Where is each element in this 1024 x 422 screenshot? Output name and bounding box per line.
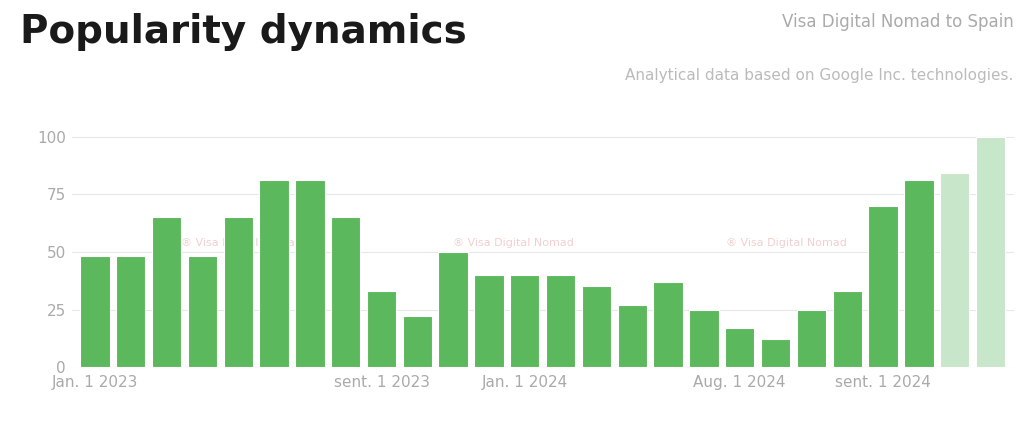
Bar xyxy=(223,217,253,367)
Bar xyxy=(546,275,575,367)
Bar xyxy=(152,217,181,367)
Bar xyxy=(582,287,611,367)
Bar xyxy=(761,339,791,367)
Bar xyxy=(940,173,970,367)
Bar xyxy=(259,181,289,367)
Text: Analytical data based on Google Inc. technologies.: Analytical data based on Google Inc. tec… xyxy=(626,68,1014,83)
Text: ® Visa Digital Nomad: ® Visa Digital Nomad xyxy=(180,238,301,248)
Bar xyxy=(116,257,145,367)
Bar xyxy=(833,291,862,367)
Bar xyxy=(510,275,540,367)
Bar xyxy=(689,309,719,367)
Bar xyxy=(725,328,755,367)
Bar xyxy=(402,316,432,367)
Bar xyxy=(187,257,217,367)
Text: Popularity dynamics: Popularity dynamics xyxy=(20,13,467,51)
Bar xyxy=(976,137,1006,367)
Bar xyxy=(797,309,826,367)
Text: ® Visa Digital Nomad: ® Visa Digital Nomad xyxy=(453,238,574,248)
Bar xyxy=(80,257,110,367)
Bar xyxy=(295,181,325,367)
Bar xyxy=(474,275,504,367)
Bar xyxy=(367,291,396,367)
Bar xyxy=(653,282,683,367)
Text: Visa Digital Nomad to Spain: Visa Digital Nomad to Spain xyxy=(782,13,1014,31)
Bar xyxy=(617,305,647,367)
Bar xyxy=(868,206,898,367)
Bar xyxy=(331,217,360,367)
Bar xyxy=(438,252,468,367)
Text: ® Visa Digital Nomad: ® Visa Digital Nomad xyxy=(726,238,847,248)
Bar xyxy=(904,181,934,367)
